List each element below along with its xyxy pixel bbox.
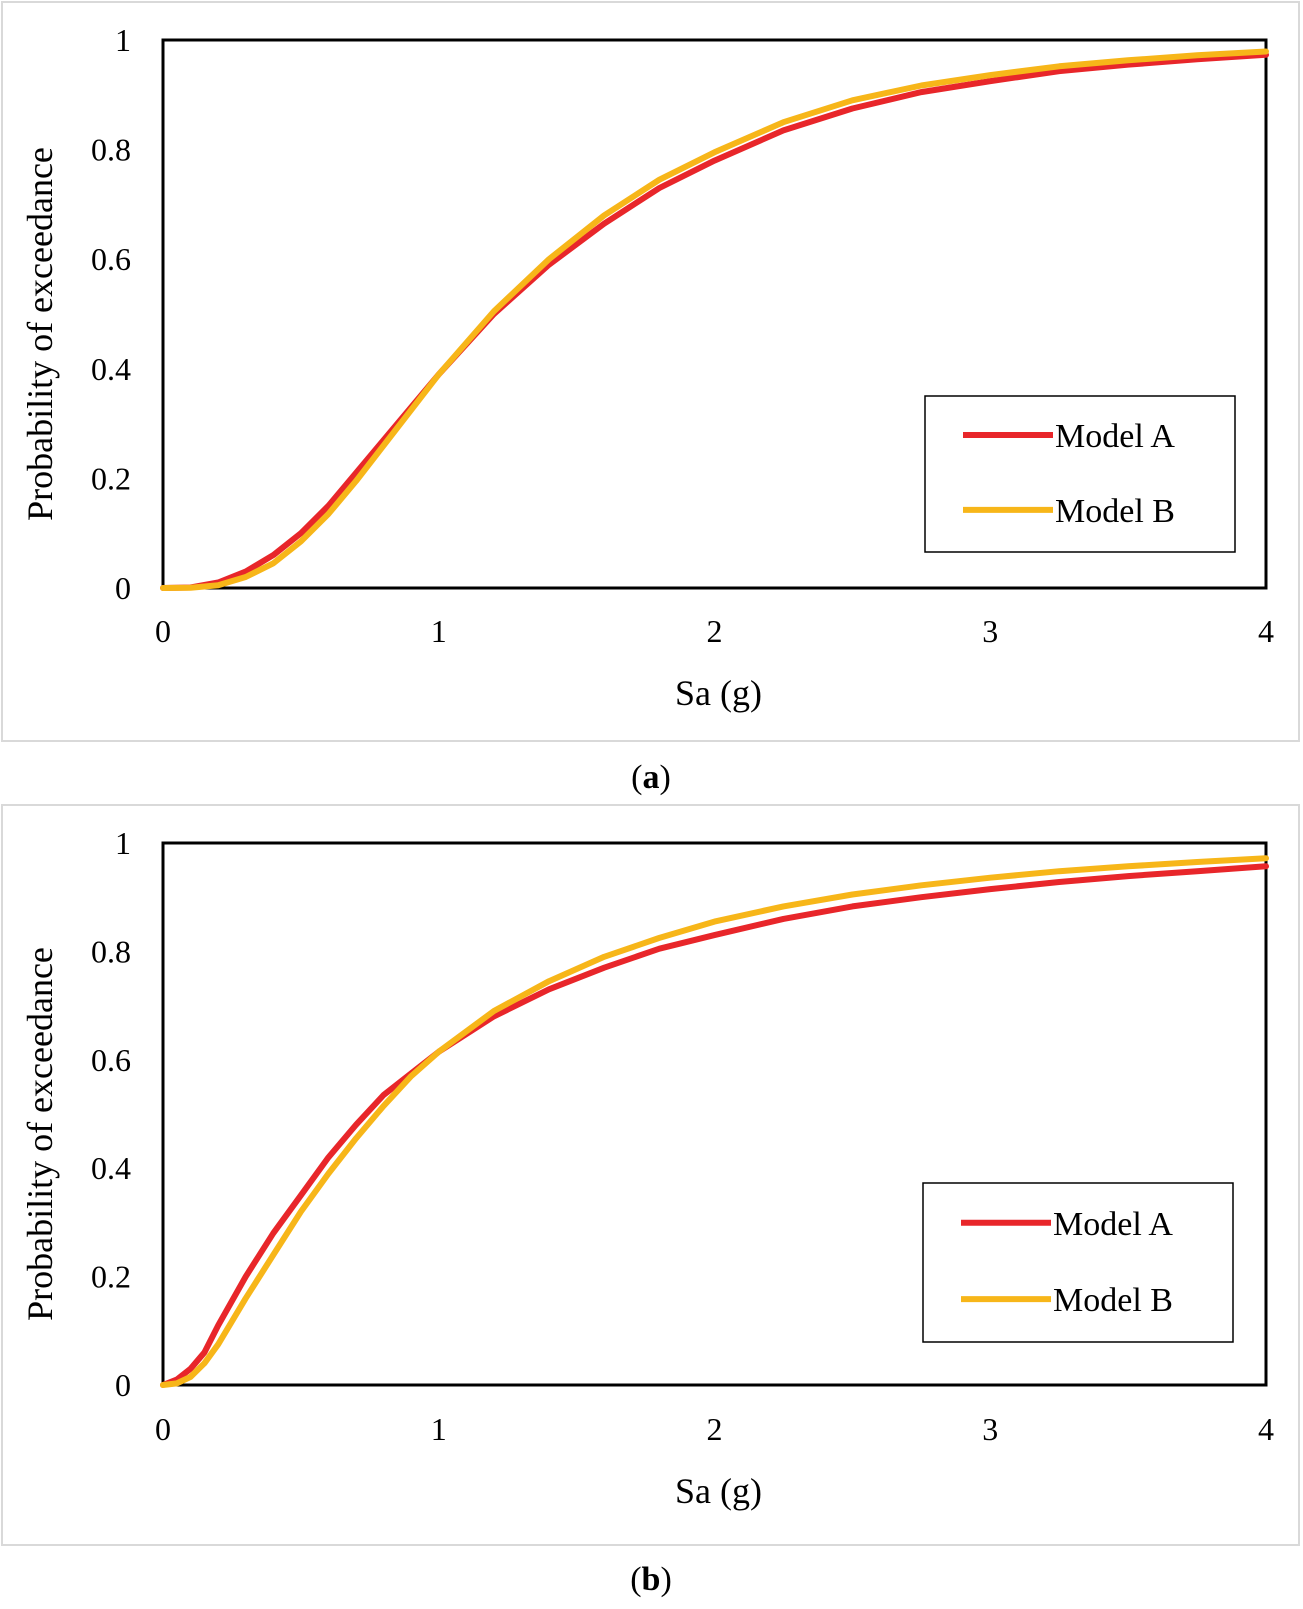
chart-a: 0 1 2 3 4 0 0.2 0.4 0.6 0.8 1 Sa (g) Probability of … bbox=[1, 1, 1300, 796]
y-tick-label: 0.6 bbox=[91, 241, 131, 277]
x-tick-label: 3 bbox=[982, 613, 998, 649]
y-tick-label: 0.2 bbox=[91, 1259, 131, 1295]
legend-label: Model B bbox=[1053, 1282, 1173, 1319]
chart-area-frame bbox=[1, 1, 1300, 742]
series-line-model-b bbox=[160, 48, 1269, 591]
x-tick-label: 1 bbox=[431, 613, 447, 649]
x-tick-label: 0 bbox=[155, 1411, 171, 1447]
caption-letter: a bbox=[643, 759, 660, 796]
y-axis-label: Probability of exceedance bbox=[20, 147, 60, 521]
caption-open-paren: ( bbox=[630, 1561, 641, 1598]
x-tick-label: 1 bbox=[431, 1411, 447, 1447]
y-tick-label: 1 bbox=[115, 825, 131, 861]
y-tick-label: 0.4 bbox=[91, 1150, 131, 1186]
series-line-model-b bbox=[160, 855, 1269, 1388]
caption-letter: b bbox=[642, 1561, 661, 1598]
caption-close-paren: ) bbox=[660, 759, 671, 796]
y-tick-label: 0.6 bbox=[91, 1042, 131, 1078]
y-tick-label: 0 bbox=[115, 1367, 131, 1403]
legend bbox=[924, 395, 1236, 553]
x-tick-label: 2 bbox=[707, 613, 723, 649]
y-tick-label: 0 bbox=[115, 570, 131, 606]
x-tick-label: 0 bbox=[155, 613, 171, 649]
plot-area bbox=[161, 38, 1268, 590]
x-tick-label: 4 bbox=[1258, 613, 1274, 649]
figure-caption: (a) bbox=[631, 759, 671, 796]
y-tick-label: 0.8 bbox=[91, 933, 131, 969]
chart-b: 0 1 2 3 4 0 0.2 0.4 0.6 0.8 1 Sa (g) Probability of … bbox=[1, 804, 1300, 1598]
caption-open-paren: ( bbox=[631, 759, 642, 796]
plot-area bbox=[161, 841, 1268, 1387]
caption-close-paren: ) bbox=[660, 1561, 671, 1598]
legend-label: Model A bbox=[1053, 1206, 1173, 1243]
legend-label: Model B bbox=[1055, 493, 1175, 530]
chart-area-frame bbox=[1, 804, 1300, 1546]
figure-caption: (b) bbox=[630, 1561, 672, 1598]
legend bbox=[922, 1182, 1234, 1343]
y-tick-label: 0.2 bbox=[91, 460, 131, 496]
x-tick-label: 2 bbox=[707, 1411, 723, 1447]
y-tick-label: 0.8 bbox=[91, 132, 131, 168]
y-tick-label: 1 bbox=[115, 22, 131, 58]
y-tick-label: 0.4 bbox=[91, 351, 131, 387]
x-tick-label: 3 bbox=[982, 1411, 998, 1447]
y-axis-label: Probability of exceedance bbox=[20, 947, 60, 1321]
x-axis-label: Sa (g) bbox=[675, 673, 762, 713]
x-tick-label: 4 bbox=[1258, 1411, 1274, 1447]
legend-label: Model A bbox=[1055, 418, 1175, 455]
x-axis-label: Sa (g) bbox=[675, 1471, 762, 1511]
